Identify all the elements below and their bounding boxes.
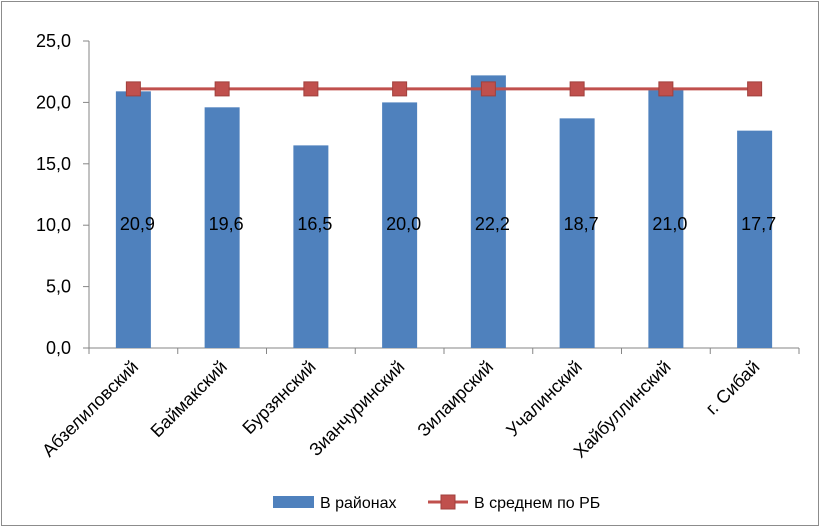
data-label: 20,0 [386, 214, 421, 234]
data-labels: 20,9 19,6 16,5 20,0 22,2 18,7 21,0 17,7 [120, 214, 776, 234]
data-label: 22,2 [475, 214, 510, 234]
line-marker [125, 81, 141, 97]
category-label: Абзелиловский [38, 357, 142, 461]
bar [470, 75, 506, 348]
data-label: 17,7 [741, 214, 776, 234]
category-label: Зилаирский [413, 357, 497, 441]
legend-label-line: В среднем по РБ [474, 495, 600, 512]
y-tick-label: 25,0 [36, 31, 71, 51]
category-label: Зианчуринский [305, 357, 408, 460]
x-axis [88, 347, 800, 354]
data-label: 19,6 [209, 214, 244, 234]
bar [737, 130, 773, 348]
data-label: 20,9 [120, 214, 155, 234]
category-labels: Абзелиловский Баймакский БурзянскийЗианчур… [38, 357, 763, 462]
legend-label-bars: В районах [320, 495, 396, 512]
bar [204, 107, 240, 348]
legend-swatch-marker [440, 494, 456, 510]
line-marker [747, 81, 763, 97]
line-marker [303, 81, 319, 97]
line-marker [392, 81, 408, 97]
y-axis: 0,0 5,0 10,0 15,0 20,0 25,0 [36, 31, 90, 358]
line-marker [658, 81, 674, 97]
legend-swatch-bars [273, 496, 314, 508]
line-marker [214, 81, 230, 97]
category-label: Хайбуллинский [570, 357, 675, 462]
line-marker [480, 81, 496, 97]
bar [648, 90, 684, 349]
y-tick-label: 20,0 [36, 92, 71, 112]
bar [559, 118, 595, 348]
data-label: 16,5 [297, 214, 332, 234]
line-series [125, 81, 763, 97]
category-label: г. Сибай [702, 357, 764, 419]
category-label: Учалинский [502, 357, 586, 441]
data-label: 18,7 [564, 214, 599, 234]
y-tick-label: 15,0 [36, 154, 71, 174]
y-tick-label: 10,0 [36, 215, 71, 235]
bar [293, 145, 329, 348]
category-label: Бурзянский [238, 357, 319, 438]
line-marker [569, 81, 585, 97]
data-label: 21,0 [652, 214, 687, 234]
bar-series [115, 75, 773, 349]
bar [382, 102, 418, 349]
y-tick-label: 0,0 [46, 338, 71, 358]
y-tick-label: 5,0 [46, 277, 71, 297]
bar [115, 91, 151, 349]
category-label: Баймакский [147, 357, 231, 441]
legend: В районах В среднем по РБ [273, 494, 600, 512]
